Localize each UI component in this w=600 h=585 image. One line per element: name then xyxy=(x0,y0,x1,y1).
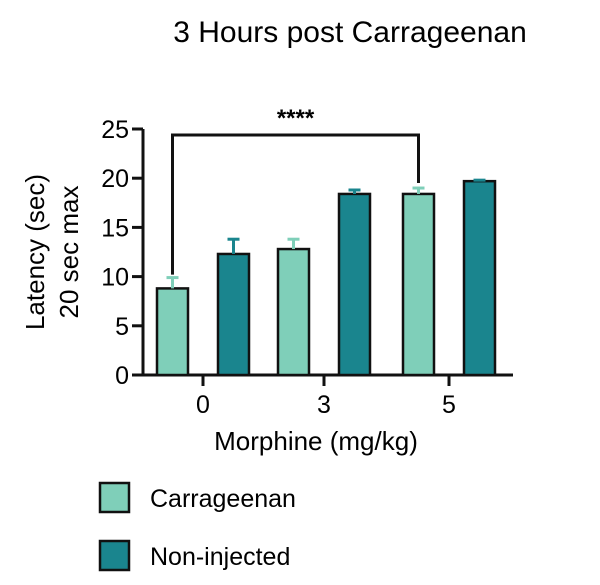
y-axis-label-line-1: Latency (sec) xyxy=(20,174,50,330)
y-tick-label: 15 xyxy=(101,214,129,242)
significance-label: **** xyxy=(277,105,315,132)
x-tick-label: 5 xyxy=(442,391,456,419)
significance-bracket xyxy=(171,133,420,275)
bar-carrageenan-0 xyxy=(155,287,190,377)
x-tick-label: 3 xyxy=(317,391,331,419)
bar-carrageenan-3 xyxy=(276,247,311,377)
legend-label-carrageenan: Carrageenan xyxy=(150,485,296,513)
y-tick-label: 20 xyxy=(101,165,129,193)
legend: Carrageenan Non-injected xyxy=(98,481,296,572)
plot-area: 0 5 10 15 20 25 0 3 5 **** xyxy=(101,105,513,419)
x-axis-label: Morphine (mg/kg) xyxy=(214,426,418,456)
bar-non-injected-0 xyxy=(216,252,251,377)
legend-swatch-carrageenan xyxy=(98,481,131,514)
y-tick-label: 0 xyxy=(115,362,129,390)
bar-non-injected-3 xyxy=(337,192,372,377)
legend-label-non-injected: Non-injected xyxy=(150,543,290,571)
legend-swatch-non-injected xyxy=(98,539,131,572)
bar-carrageenan-5 xyxy=(401,192,436,377)
x-tick-label: 0 xyxy=(196,391,210,419)
chart-title: 3 Hours post Carrageenan xyxy=(173,16,527,49)
y-axis-label: Latency (sec) 20 sec max xyxy=(20,174,84,330)
bar-non-injected-5 xyxy=(462,179,497,377)
y-tick-label: 25 xyxy=(101,116,129,144)
y-axis-label-line-2: 20 sec max xyxy=(54,186,84,319)
y-tick-label: 5 xyxy=(115,313,129,341)
y-tick-label: 10 xyxy=(101,264,129,292)
